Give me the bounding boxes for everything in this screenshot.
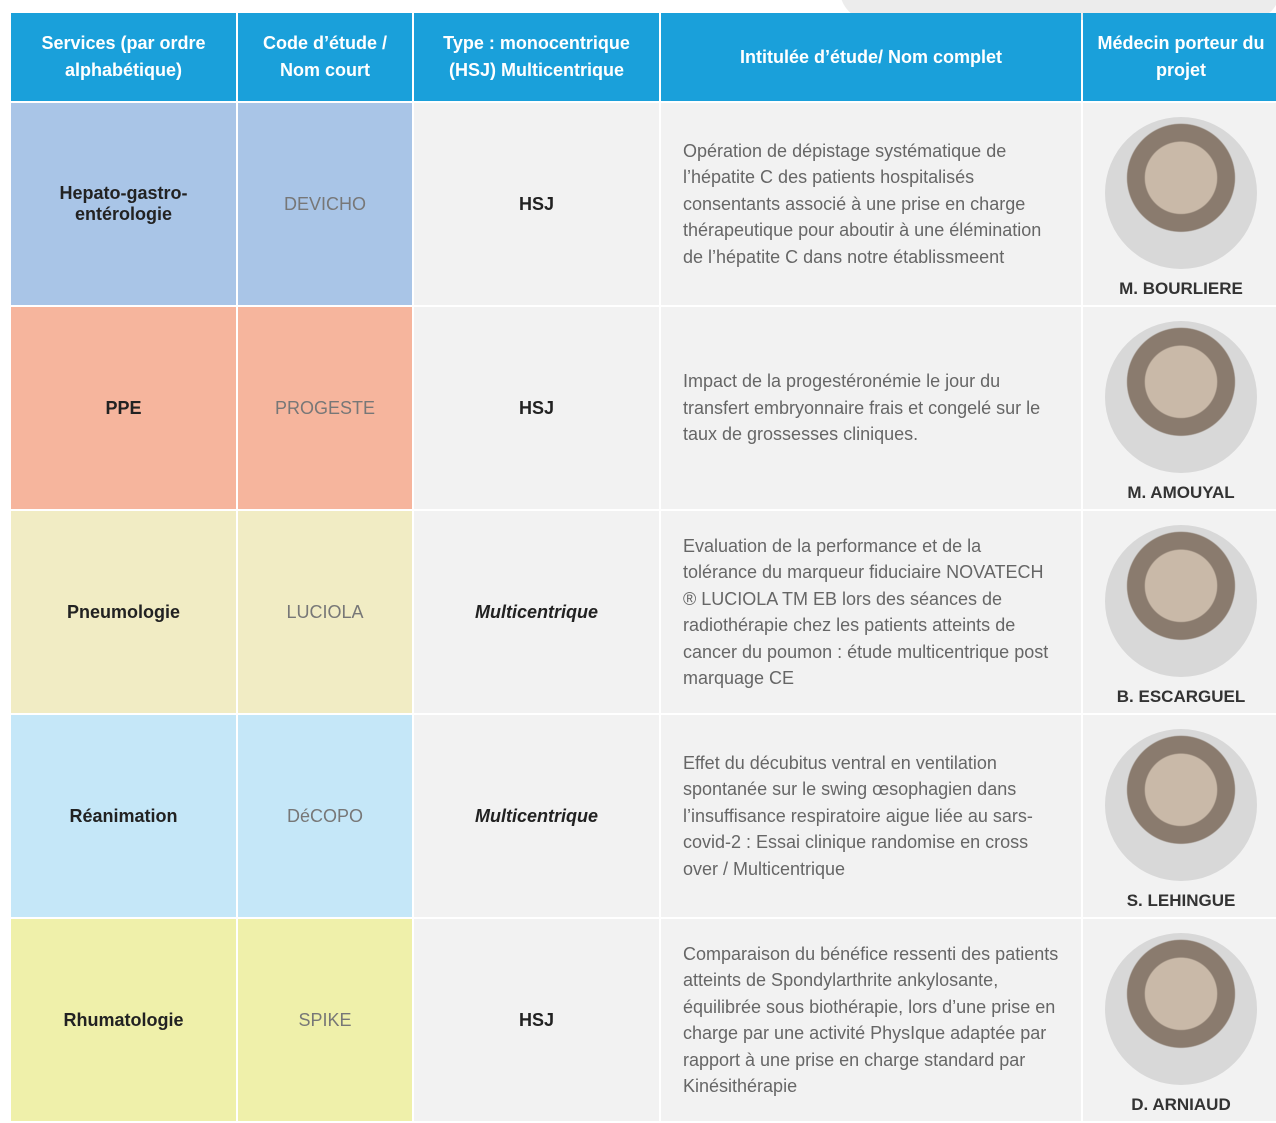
header-cell: Type : monocentrique (HSJ) Multicentriqu…	[414, 13, 659, 101]
doctor-cell: D. ARNIAUD	[1083, 919, 1276, 1121]
table-row: Rhumatologie SPIKE HSJ Comparaison du bénéf…	[11, 919, 1276, 1121]
table-row: Réanimation DéCOPO Multicentrique Effet du …	[11, 715, 1276, 917]
type-cell: Multicentrique	[414, 715, 659, 917]
code-cell: DéCOPO	[238, 715, 412, 917]
code-cell: LUCIOLA	[238, 511, 412, 713]
doctor-cell: M. AMOUYAL	[1083, 307, 1276, 509]
title-cell: Impact de la progestéronémie le jour du …	[661, 307, 1081, 509]
code-cell: PROGESTE	[238, 307, 412, 509]
header-cell: Médecin porteur du projet	[1083, 13, 1276, 101]
type-cell: HSJ	[414, 919, 659, 1121]
doctor-photo	[1105, 321, 1257, 473]
service-cell: Rhumatologie	[11, 919, 236, 1121]
table-row: Pneumologie LUCIOLA Multicentrique Evaluati…	[11, 511, 1276, 713]
doctor-photo	[1105, 729, 1257, 881]
header-cell: Code d’étude / Nom court	[238, 13, 412, 101]
doctor-photo	[1105, 933, 1257, 1085]
type-cell: Multicentrique	[414, 511, 659, 713]
type-cell: HSJ	[414, 307, 659, 509]
study-table: Services (par ordre alphabétique) Code d’…	[9, 11, 1276, 1123]
service-cell: Pneumologie	[11, 511, 236, 713]
service-cell: PPE	[11, 307, 236, 509]
service-cell: Hepato-gastro-entérologie	[11, 103, 236, 305]
service-cell: Réanimation	[11, 715, 236, 917]
title-cell: Evaluation de la performance et de la to…	[661, 511, 1081, 713]
type-cell: HSJ	[414, 103, 659, 305]
header-cell: Services (par ordre alphabétique)	[11, 13, 236, 101]
doctor-name: B. ESCARGUEL	[1116, 687, 1246, 706]
title-cell: Comparaison du bénéfice ressenti des pat…	[661, 919, 1081, 1121]
header-cell: Intitulée d’étude/ Nom complet	[661, 13, 1081, 101]
code-cell: SPIKE	[238, 919, 412, 1121]
header-row: Services (par ordre alphabétique) Code d’…	[11, 13, 1276, 101]
doctor-photo	[1105, 525, 1257, 677]
doctor-photo	[1105, 117, 1257, 269]
doctor-cell: B. ESCARGUEL	[1083, 511, 1276, 713]
doctor-name: M. BOURLIERE	[1119, 279, 1243, 298]
table-row: PPE PROGESTE HSJ Impact de la progestéroném…	[11, 307, 1276, 509]
table-row: Hepato-gastro-entérologie DEVICHO HSJ Opéra…	[11, 103, 1276, 305]
code-cell: DEVICHO	[238, 103, 412, 305]
doctor-cell: S. LEHINGUE	[1083, 715, 1276, 917]
title-cell: Opération de dépistage systématique de l…	[661, 103, 1081, 305]
doctor-name: M. AMOUYAL	[1127, 483, 1235, 502]
doctor-cell: M. BOURLIERE	[1083, 103, 1276, 305]
title-cell: Effet du décubitus ventral en ventilatio…	[661, 715, 1081, 917]
doctor-name: S. LEHINGUE	[1126, 891, 1236, 910]
doctor-name: D. ARNIAUD	[1131, 1095, 1231, 1114]
